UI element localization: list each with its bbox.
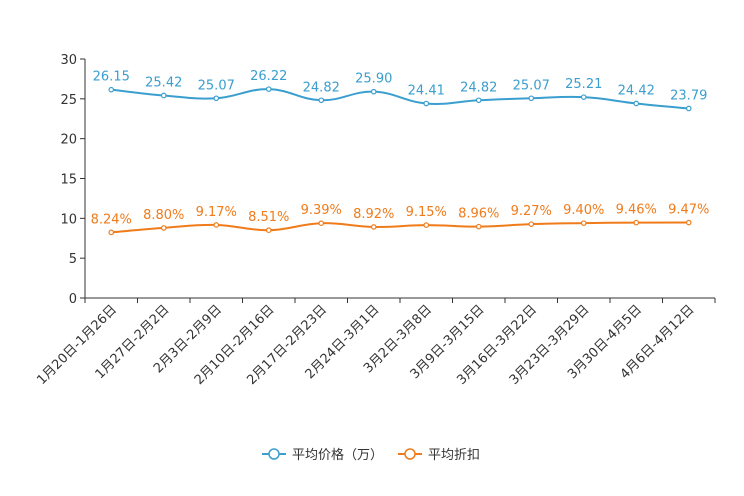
series-line	[111, 88, 689, 110]
data-point	[370, 224, 377, 230]
data-label: 9.47%	[668, 203, 709, 218]
y-tick-label: 15	[60, 173, 77, 188]
data-label: 9.39%	[301, 203, 342, 218]
data-point	[528, 221, 535, 227]
data-label: 9.40%	[563, 203, 604, 218]
data-point	[213, 95, 220, 102]
series-layer: 26.15 25.42 25.07 26.22 24.82 25.90 24.41 24.82…	[91, 69, 709, 236]
data-label: 25.42	[145, 75, 182, 90]
x-axis: 1月20日-1月26日1月27日-2月2日2月3日-2月9日2月10日-2月16…	[34, 297, 716, 388]
data-label: 24.82	[303, 80, 340, 95]
data-point	[528, 95, 535, 102]
data-point	[685, 105, 692, 112]
data-point	[633, 100, 640, 107]
data-label: 25.07	[513, 78, 550, 93]
data-point	[265, 227, 272, 234]
data-point	[633, 219, 640, 226]
data-label: 25.07	[198, 78, 235, 93]
y-tick-label: 10	[60, 212, 77, 227]
legend-marker-icon	[404, 448, 416, 460]
data-point	[475, 97, 482, 104]
data-label: 9.46%	[616, 203, 657, 218]
legend-item-avg-discount: 平均折扣	[398, 448, 480, 463]
data-label: 26.22	[250, 69, 287, 84]
data-point	[423, 100, 430, 107]
data-point	[318, 97, 325, 104]
data-point	[423, 222, 430, 228]
y-tick-label: 25	[60, 93, 77, 108]
data-point	[108, 229, 115, 236]
data-label: 9.17%	[196, 205, 237, 220]
data-label: 24.82	[460, 80, 497, 95]
data-label: 8.96%	[458, 207, 499, 222]
data-point	[213, 222, 220, 228]
legend-label: 平均价格（万）	[292, 447, 383, 463]
data-point	[370, 88, 377, 95]
series-avg-discount: 8.24% 8.80% 9.17% 8.51% 9.39% 8.92% 9.15% 8.96%…	[91, 203, 709, 236]
data-label: 8.92%	[353, 207, 394, 222]
legend-item-avg-price: 平均价格（万）	[262, 447, 383, 463]
data-label: 8.24%	[91, 212, 132, 227]
data-point	[160, 225, 167, 231]
data-label: 8.51%	[248, 210, 289, 225]
data-point	[160, 92, 167, 99]
data-label: 25.90	[355, 72, 392, 87]
data-label: 24.41	[408, 84, 445, 99]
data-label: 26.15	[93, 70, 130, 85]
series-avg-price: 26.15 25.42 25.07 26.22 24.82 25.90 24.41 24.82…	[93, 69, 707, 112]
data-label: 8.80%	[143, 208, 184, 223]
data-label: 23.79	[670, 88, 707, 103]
data-point	[685, 219, 692, 226]
data-label: 24.42	[618, 83, 655, 98]
data-point	[580, 220, 587, 226]
data-label: 9.15%	[406, 205, 447, 220]
y-axis: 0 5 10 15 20 25 30	[60, 53, 86, 307]
series-line	[111, 221, 689, 234]
legend-marker-icon	[268, 448, 280, 460]
data-label: 25.21	[565, 77, 602, 92]
data-point	[580, 94, 587, 100]
legend: 平均价格（万） 平均折扣	[262, 447, 480, 463]
y-tick-label: 5	[69, 252, 77, 267]
data-label: 9.27%	[511, 204, 552, 219]
data-point	[318, 220, 325, 226]
legend-label: 平均折扣	[428, 448, 480, 463]
data-point	[108, 86, 115, 93]
data-point	[475, 223, 482, 230]
y-tick-label: 30	[60, 53, 77, 68]
data-point	[265, 86, 272, 92]
y-tick-label: 0	[69, 292, 77, 307]
y-tick-label: 20	[60, 133, 77, 148]
